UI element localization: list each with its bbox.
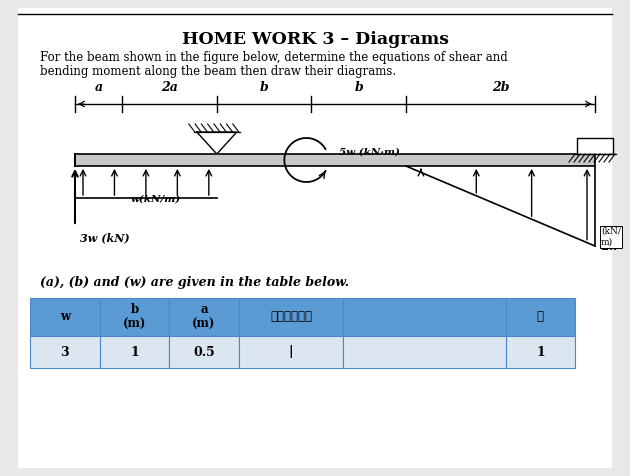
Text: b: b [354, 81, 363, 94]
Text: b
(m): b (m) [123, 303, 146, 331]
Text: 1: 1 [536, 346, 545, 358]
Text: (a), (b) and (w) are given in the table below.: (a), (b) and (w) are given in the table … [40, 276, 349, 289]
Text: HOME WORK 3 – Diagrams: HOME WORK 3 – Diagrams [181, 31, 449, 48]
Text: bending moment along the beam then draw their diagrams.: bending moment along the beam then draw … [40, 65, 396, 78]
Text: b: b [260, 81, 268, 94]
Text: a
(m): a (m) [192, 303, 215, 331]
Text: For the beam shown in the figure below, determine the equations of shear and: For the beam shown in the figure below, … [40, 51, 508, 64]
Text: 2a: 2a [161, 81, 178, 94]
Bar [239, 336, 343, 368]
Text: الشعبة: الشعبة [270, 310, 312, 324]
Text: 3w (kN): 3w (kN) [80, 232, 130, 243]
Bar [343, 298, 506, 336]
Text: 1: 1 [130, 346, 139, 358]
Text: w: w [60, 310, 70, 324]
Text: 5w (kN·m): 5w (kN·m) [340, 148, 400, 157]
Bar [343, 336, 506, 368]
Bar [169, 298, 239, 336]
FancyBboxPatch shape [18, 8, 612, 468]
Text: w(kN/m): w(kN/m) [131, 195, 181, 204]
Polygon shape [197, 132, 237, 154]
Text: ت: ت [537, 310, 544, 324]
Text: 2w: 2w [601, 241, 619, 252]
Bar [239, 298, 343, 336]
Text: 2b: 2b [491, 81, 509, 94]
Bar [100, 336, 169, 368]
Bar [100, 298, 169, 336]
Text: 3: 3 [60, 346, 69, 358]
Bar [75, 154, 595, 166]
Text: |: | [289, 346, 294, 358]
Text: a: a [94, 81, 103, 94]
Bar [506, 298, 575, 336]
Bar [506, 336, 575, 368]
Text: 0.5: 0.5 [193, 346, 215, 358]
Polygon shape [577, 138, 613, 154]
Bar [30, 336, 100, 368]
Bar [30, 298, 100, 336]
Text: (kN/
m): (kN/ m) [601, 227, 621, 247]
Bar [169, 336, 239, 368]
